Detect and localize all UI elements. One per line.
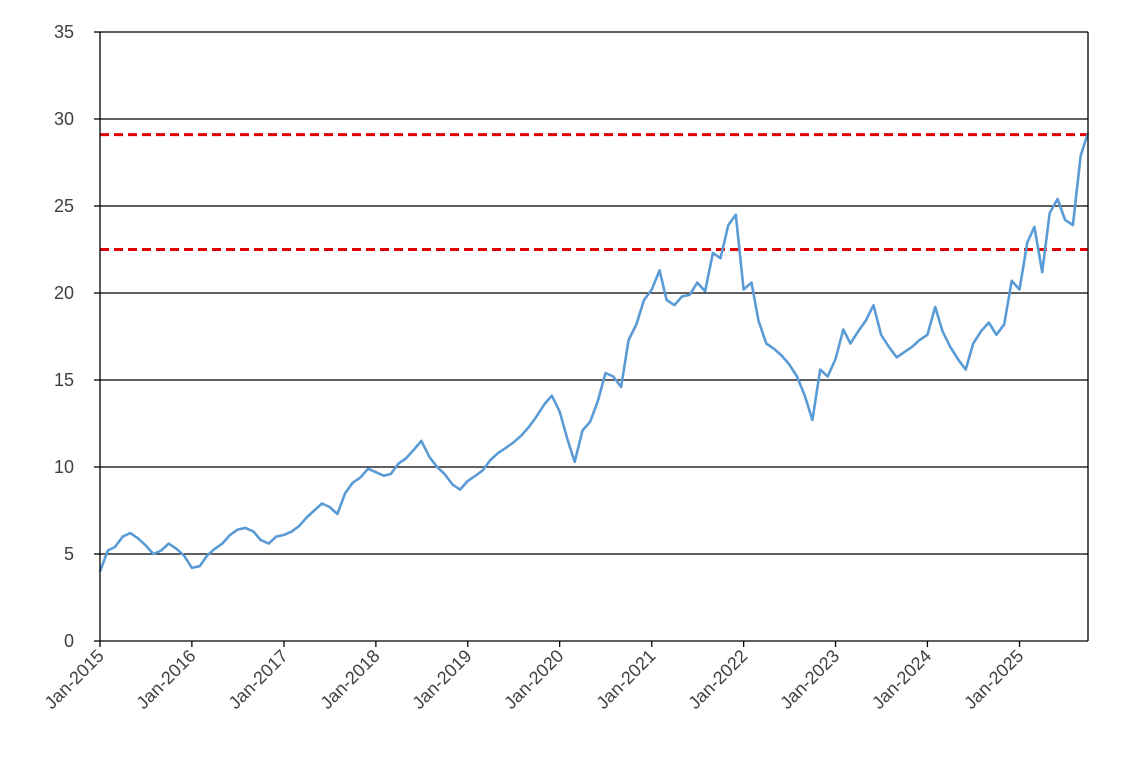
reference-lines [100, 133, 1088, 251]
x-tick-labels: Jan-2015 Jan-2016 Jan-2017 Jan-2018 Jan-2019… [41, 646, 1028, 713]
x-tick-label: Jan-2015 [41, 646, 108, 713]
y-tick-label: 30 [54, 109, 74, 129]
y-tick-label: 35 [54, 22, 74, 42]
y-tick-label: 5 [64, 544, 74, 564]
y-tick-label: 20 [54, 283, 74, 303]
gridlines [100, 31, 1088, 555]
x-tick-label: Jan-2016 [132, 646, 199, 713]
y-tick-label: 25 [54, 196, 74, 216]
x-tick-label: Jan-2022 [684, 646, 751, 713]
x-tick-label: Jan-2019 [408, 646, 475, 713]
series-layer [98, 132, 1090, 572]
x-tick-label: Jan-2020 [500, 646, 567, 713]
x-tick-label: Jan-2023 [776, 646, 843, 713]
y-tick-label: 15 [54, 370, 74, 390]
x-tick-label: Jan-2017 [225, 646, 292, 713]
y-tick-label: 0 [64, 631, 74, 651]
x-tick-label: Jan-2024 [868, 646, 935, 713]
y-tick-label: 10 [54, 457, 74, 477]
x-tick-label: Jan-2018 [316, 646, 383, 713]
y-tick-labels: 0 5 10 15 20 25 30 35 [54, 22, 74, 651]
x-tick-label: Jan-2021 [592, 646, 659, 713]
axes [94, 31, 1089, 647]
series-line [98, 132, 1090, 572]
x-tick-label: Jan-2025 [960, 646, 1027, 713]
